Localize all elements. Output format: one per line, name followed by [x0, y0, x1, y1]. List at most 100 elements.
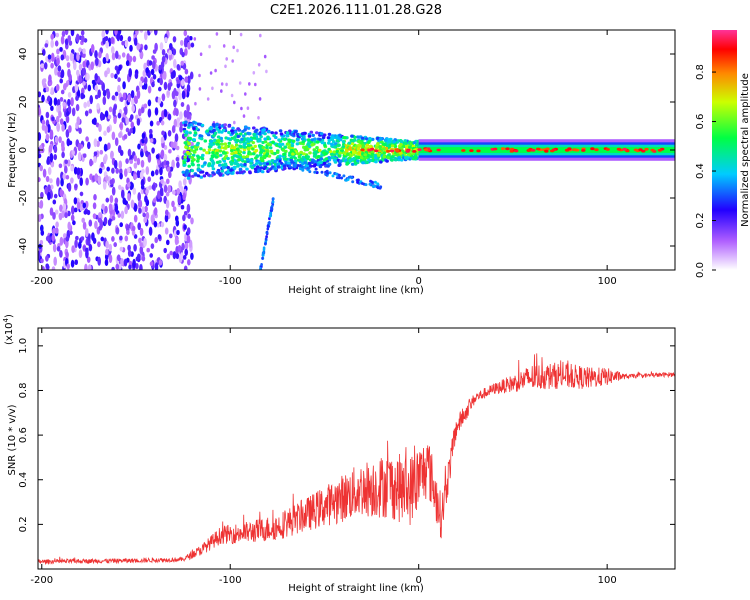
heatmap-cell — [92, 213, 97, 219]
heatmap-cell — [110, 150, 114, 159]
spectrogram-ylabel: Frequency (Hz) — [7, 112, 18, 188]
heatmap-cell — [461, 149, 466, 152]
heatmap-cell — [373, 153, 378, 158]
heatmap-cell — [191, 153, 196, 157]
heatmap-cell — [132, 258, 136, 269]
heatmap-cell — [70, 97, 74, 107]
heatmap-cell — [322, 158, 327, 162]
heatmap-cell — [350, 162, 355, 166]
heatmap-cell — [252, 132, 256, 136]
heatmap-cell — [476, 149, 481, 153]
heatmap-cell — [149, 30, 153, 33]
heatmap-cell — [180, 102, 185, 107]
heatmap-cell — [203, 139, 208, 143]
heatmap-cell — [301, 168, 305, 172]
heatmap-cell — [93, 156, 97, 164]
heatmap-cell — [125, 127, 130, 133]
heatmap-cell — [58, 163, 63, 169]
heatmap-cell — [40, 258, 44, 264]
heatmap-cell — [115, 227, 120, 235]
heatmap-cell — [243, 125, 248, 129]
heatmap-cell — [244, 92, 247, 96]
heatmap-cell — [122, 197, 127, 205]
heatmap-cell — [106, 126, 111, 133]
heatmap-cell — [55, 32, 60, 38]
heatmap-cell — [248, 137, 252, 141]
heatmap-cell — [173, 118, 178, 128]
heatmap-cell — [129, 44, 133, 52]
heatmap-cell — [105, 40, 109, 49]
heatmap-cell — [166, 239, 170, 246]
heatmap-cell — [283, 145, 288, 149]
heatmap-cell — [125, 158, 129, 164]
heatmap-cell — [326, 164, 330, 168]
heatmap-cell — [399, 142, 403, 146]
y-tick-label: -20 — [18, 190, 29, 206]
heatmap-cell — [183, 30, 188, 37]
heatmap-cell — [382, 151, 387, 155]
heatmap-cell — [161, 110, 165, 120]
heatmap-cell — [59, 78, 63, 84]
heatmap-cell — [219, 153, 223, 157]
heatmap-cell — [215, 151, 219, 155]
heatmap-cell — [60, 89, 65, 95]
heatmap-cell — [249, 159, 254, 163]
heatmap-cell — [246, 126, 251, 130]
heatmap-cell — [172, 48, 177, 56]
heatmap-cell — [205, 151, 209, 155]
heatmap-cell — [144, 205, 148, 213]
heatmap-cell — [376, 142, 380, 146]
heatmap-cell — [232, 166, 237, 170]
heatmap-cell — [76, 167, 81, 176]
heatmap-cell — [61, 30, 66, 38]
heatmap-cell — [190, 42, 195, 48]
heatmap-cell — [107, 219, 112, 227]
heatmap-cell — [356, 178, 360, 182]
heatmap-cell — [138, 199, 143, 208]
heatmap-cell — [54, 136, 59, 143]
heatmap-cell — [212, 128, 216, 132]
heatmap-cell — [286, 142, 290, 146]
heatmap-cell — [270, 206, 273, 210]
heatmap-cell — [259, 271, 262, 274]
heatmap-cell — [50, 184, 54, 190]
heatmap-cell — [254, 128, 259, 132]
heatmap-cell — [115, 50, 119, 59]
y-tick-label: 0 — [18, 147, 29, 153]
heatmap-cell — [221, 166, 225, 170]
heatmap-cell — [423, 148, 429, 152]
heatmap-cell — [233, 100, 236, 105]
heatmap-cell — [360, 148, 365, 152]
heatmap-cell — [187, 259, 191, 266]
heatmap-cell — [364, 137, 369, 141]
heatmap-cell — [254, 82, 257, 87]
heatmap-cell — [223, 151, 227, 155]
heatmap-cell — [54, 209, 59, 215]
heatmap-cell — [175, 156, 180, 162]
heatmap-cell — [101, 203, 105, 210]
y-tick-label: -40 — [18, 238, 29, 254]
heatmap-cell — [357, 151, 362, 155]
heatmap-cell — [361, 144, 366, 148]
heatmap-cell — [124, 39, 129, 48]
heatmap-cell — [332, 150, 337, 154]
heatmap-cell — [232, 154, 237, 158]
heatmap-cell — [388, 140, 392, 144]
y-tick-label: 40 — [18, 48, 29, 61]
heatmap-cell — [157, 97, 162, 105]
heatmap-cell — [296, 164, 300, 167]
heatmap-cell — [56, 98, 61, 107]
heatmap-cell — [140, 179, 145, 187]
snr-ylabel: SNR (10 * v/v) — [7, 404, 18, 475]
heatmap-cell — [291, 152, 295, 156]
heatmap-cell — [403, 139, 408, 143]
heatmap-cell — [268, 146, 273, 150]
heatmap-cell — [228, 138, 233, 142]
heatmap-cell — [135, 263, 139, 270]
heatmap-cell — [273, 160, 278, 164]
heatmap-cell — [338, 163, 342, 167]
heatmap-cell — [370, 152, 375, 156]
heatmap-cell — [142, 212, 146, 218]
heatmap-cell — [172, 141, 177, 149]
heatmap-cell — [312, 164, 317, 168]
